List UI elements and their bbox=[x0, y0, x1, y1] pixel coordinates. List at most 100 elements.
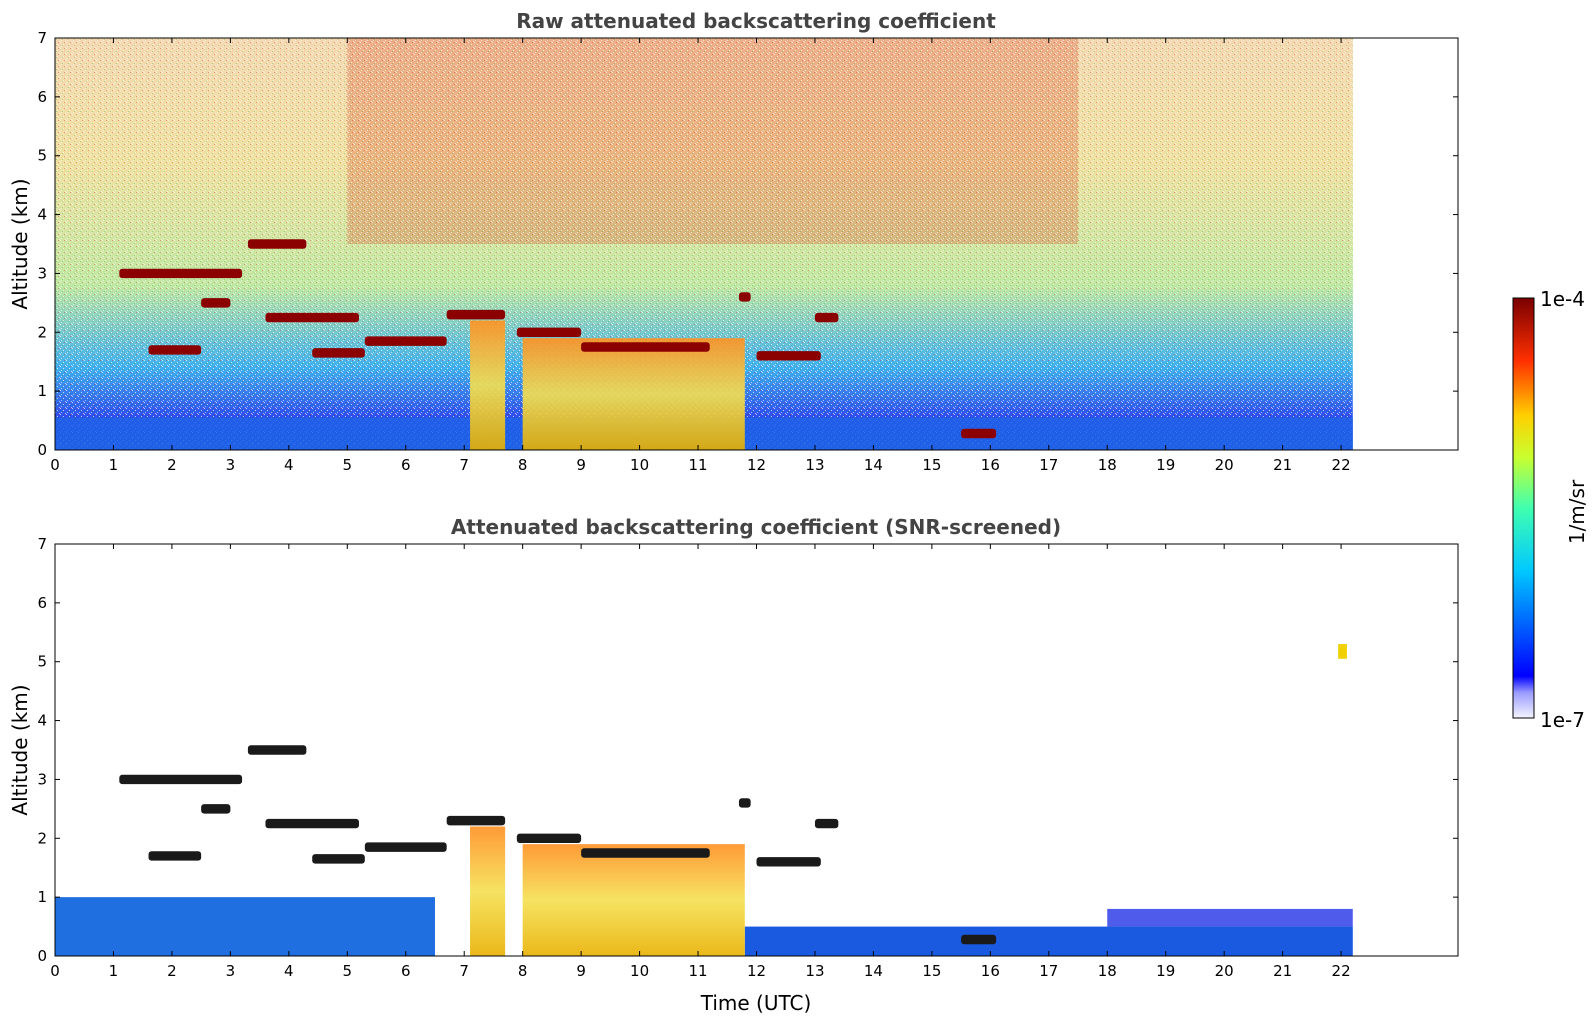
cloud-layer-1 bbox=[247, 745, 307, 755]
cloud-layer-4 bbox=[148, 345, 202, 355]
panel1-xtick-label-0: 0 bbox=[50, 456, 60, 474]
panel2-xtick-label-19: 19 bbox=[1156, 962, 1175, 980]
panel1-xtick-label-4: 4 bbox=[284, 456, 294, 474]
panel2-xtick-label-16: 16 bbox=[981, 962, 1000, 980]
panel2-ytick-label-0: 0 bbox=[37, 947, 47, 965]
cloud-layer-12 bbox=[814, 818, 839, 829]
panel2-title: Attenuated backscattering coefficient (S… bbox=[451, 515, 1061, 539]
cloud-layer-5 bbox=[312, 348, 365, 358]
cloud-layer-8 bbox=[516, 327, 582, 337]
panel1-ytick-label-1: 1 bbox=[37, 382, 47, 400]
panel1-axes: 0 1 2 3 4 5 6 7 8 9 10 11 12 13 14 15 16 17 18 19 20 21 220123… bbox=[37, 29, 1458, 474]
panel1-xtick-label-17: 17 bbox=[1039, 456, 1058, 474]
panel2-xtick-label-7: 7 bbox=[459, 962, 469, 980]
panel2-ytick-label-1: 1 bbox=[37, 888, 47, 906]
colorbar-min-label: 1e-7 bbox=[1540, 708, 1585, 732]
panel2-xtick-label-13: 13 bbox=[805, 962, 824, 980]
panel2-xtick-label-1: 1 bbox=[109, 962, 119, 980]
panel1-xtick-label-8: 8 bbox=[518, 456, 528, 474]
panel2-xtick-label-15: 15 bbox=[922, 962, 941, 980]
panel1-xtick-label-19: 19 bbox=[1156, 456, 1175, 474]
panel1-xtick-label-18: 18 bbox=[1098, 456, 1117, 474]
panel2-xtick-label-8: 8 bbox=[518, 962, 528, 980]
colorbar-max-label: 1e-4 bbox=[1540, 287, 1585, 311]
panel1-xtick-label-9: 9 bbox=[576, 456, 586, 474]
panel1-xtick-label-16: 16 bbox=[981, 456, 1000, 474]
panel1-ytick-label-4: 4 bbox=[37, 206, 47, 224]
panel2-xtick-label-11: 11 bbox=[688, 962, 707, 980]
cloud-layer-6 bbox=[364, 336, 447, 346]
cloud-layer-6 bbox=[364, 842, 447, 852]
panel1-xtick-label-13: 13 bbox=[805, 456, 824, 474]
panel2-xtick-label-4: 4 bbox=[284, 962, 294, 980]
panel2-xtick-label-18: 18 bbox=[1098, 962, 1117, 980]
cloud-layer-9 bbox=[581, 342, 710, 352]
panel2-ytick-label-7: 7 bbox=[37, 535, 47, 553]
panel2-xtick-label-20: 20 bbox=[1215, 962, 1234, 980]
panel1-ytick-label-6: 6 bbox=[37, 88, 47, 106]
panel1-xtick-label-2: 2 bbox=[167, 456, 177, 474]
cloud-layer-9 bbox=[581, 848, 710, 858]
precipitation-column-15 bbox=[522, 338, 745, 450]
panel1-xtick-label-1: 1 bbox=[109, 456, 119, 474]
panel1-xtick-label-6: 6 bbox=[401, 456, 411, 474]
panel2-xtick-label-6: 6 bbox=[401, 962, 411, 980]
panel1-xtick-label-7: 7 bbox=[459, 456, 469, 474]
panel2-ytick-label-5: 5 bbox=[37, 653, 47, 671]
cloud-layer-11 bbox=[756, 351, 821, 361]
panel2-xtick-label-5: 5 bbox=[343, 962, 353, 980]
precipitation-column-14 bbox=[470, 320, 506, 450]
cloud-layer-8 bbox=[516, 833, 582, 843]
colorbar-unit-label: 1/m/sr bbox=[1565, 479, 1589, 544]
panel2-xtick-label-2: 2 bbox=[167, 962, 177, 980]
panel1-xtick-label-3: 3 bbox=[226, 456, 236, 474]
cloud-layer-11 bbox=[756, 857, 821, 867]
screened-boundary-layer-evening bbox=[1107, 908, 1353, 927]
panel1-ytick-label-2: 2 bbox=[37, 323, 47, 341]
cloud-layer-13 bbox=[961, 428, 997, 439]
cloud-layer-3 bbox=[265, 312, 359, 323]
xlabel: Time (UTC) bbox=[700, 991, 812, 1015]
panel2-ytick-label-6: 6 bbox=[37, 594, 47, 612]
cloud-layer-13 bbox=[961, 934, 997, 945]
panel2-ytick-label-2: 2 bbox=[37, 829, 47, 847]
panel1-ytick-label-0: 0 bbox=[37, 441, 47, 459]
panel1-xtick-label-15: 15 bbox=[922, 456, 941, 474]
panel1-xtick-label-10: 10 bbox=[630, 456, 649, 474]
panel2-xtick-label-3: 3 bbox=[226, 962, 236, 980]
panel1-title: Raw attenuated backscattering coefficien… bbox=[516, 9, 996, 33]
panel2-ytick-label-4: 4 bbox=[37, 712, 47, 730]
colorbar-gradient bbox=[1512, 297, 1535, 719]
cloud-layer-3 bbox=[265, 818, 359, 829]
panel1-xtick-label-12: 12 bbox=[747, 456, 766, 474]
panel2-xtick-label-17: 17 bbox=[1039, 962, 1058, 980]
cloud-layer-7 bbox=[446, 309, 506, 320]
panel1-xtick-label-11: 11 bbox=[688, 456, 707, 474]
panel1-ytick-label-5: 5 bbox=[37, 147, 47, 165]
panel2-xtick-label-22: 22 bbox=[1332, 962, 1351, 980]
screened-high-echo bbox=[1338, 644, 1347, 659]
panel2-xtick-label-12: 12 bbox=[747, 962, 766, 980]
panel2-xtick-label-9: 9 bbox=[576, 962, 586, 980]
panel2-ylabel: Altitude (km) bbox=[8, 684, 32, 815]
panel1-xtick-label-14: 14 bbox=[864, 456, 883, 474]
cloud-layer-10 bbox=[738, 292, 751, 302]
precipitation-column-14 bbox=[470, 826, 506, 956]
screened-boundary-layer-morning bbox=[55, 897, 435, 956]
panel1-xtick-label-20: 20 bbox=[1215, 456, 1234, 474]
panel1-xtick-label-5: 5 bbox=[343, 456, 353, 474]
panel2-plot-area bbox=[55, 644, 1353, 956]
panel2-xtick-label-10: 10 bbox=[630, 962, 649, 980]
panel1-ytick-label-7: 7 bbox=[37, 29, 47, 47]
panel1-ytick-label-3: 3 bbox=[37, 264, 47, 282]
panel1-xtick-label-22: 22 bbox=[1332, 456, 1351, 474]
panel1-ylabel: Altitude (km) bbox=[8, 178, 32, 309]
panel2-xtick-label-21: 21 bbox=[1273, 962, 1292, 980]
panel1-plot-area bbox=[55, 38, 1353, 450]
cloud-layer-12 bbox=[814, 312, 839, 323]
cloud-layer-5 bbox=[312, 854, 365, 864]
panel2-axes: 0 1 2 3 4 5 6 7 8 9 10 11 12 13 14 15 16 17 18 19 20 21 220123… bbox=[37, 535, 1458, 980]
panel2-xtick-label-14: 14 bbox=[864, 962, 883, 980]
cloud-layer-4 bbox=[148, 851, 202, 861]
